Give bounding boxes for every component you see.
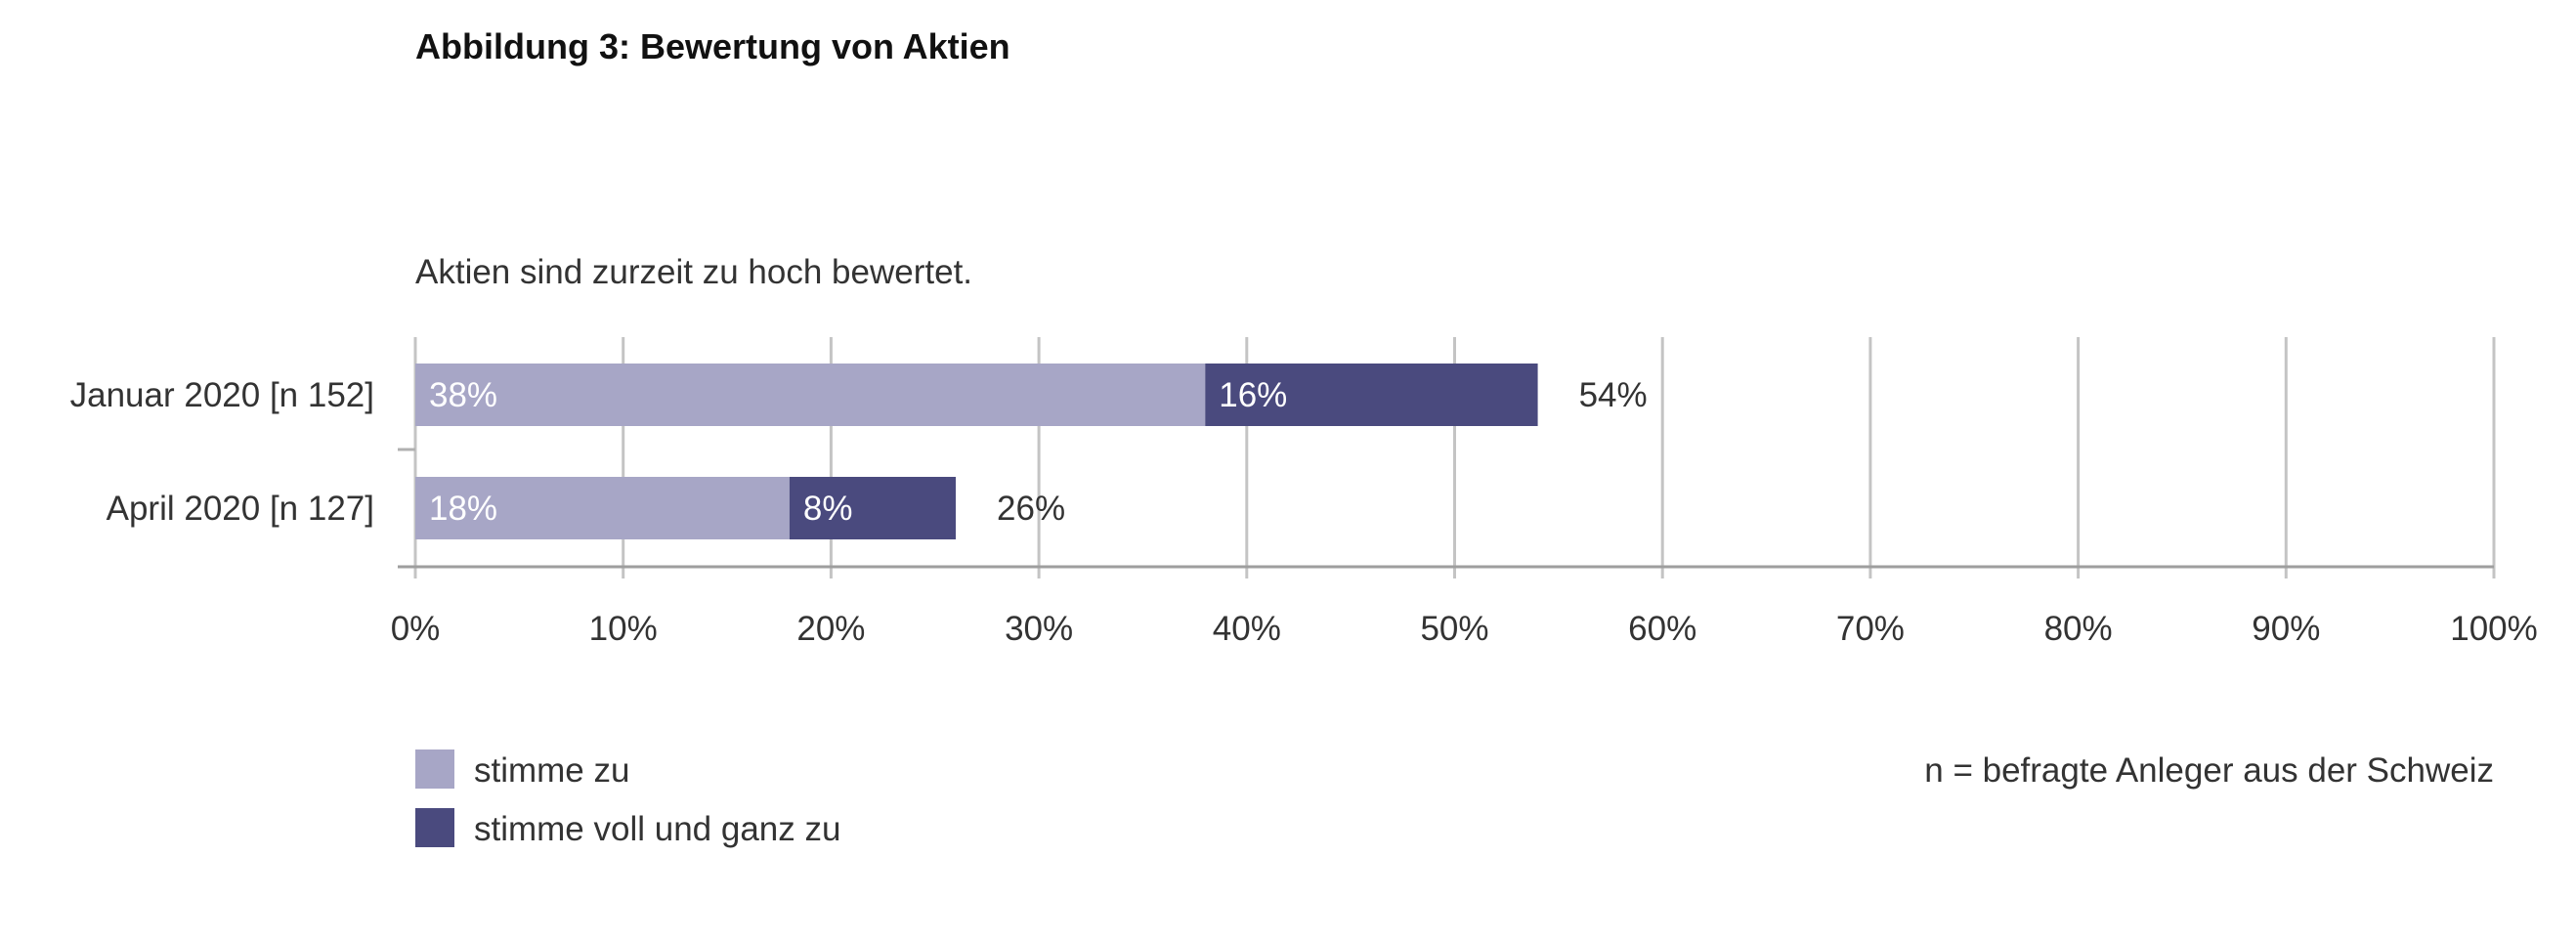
x-tick-label: 50% bbox=[1420, 610, 1488, 648]
legend: stimme zu stimme voll und ganz zu bbox=[415, 749, 840, 848]
bar-data-label: 38% bbox=[429, 376, 497, 414]
x-tick-label: 0% bbox=[391, 610, 441, 648]
bar-total-label: 26% bbox=[997, 490, 1065, 528]
x-tick-label: 10% bbox=[589, 610, 658, 648]
bars: 38% 16% 54% 18% 8% 26% bbox=[415, 364, 1648, 539]
bar-data-label: 8% bbox=[803, 490, 853, 528]
x-tick-label: 100% bbox=[2450, 610, 2538, 648]
legend-swatch-stimme-zu bbox=[415, 749, 454, 789]
legend-label-stimme-voll-und-ganz-zu: stimme voll und ganz zu bbox=[474, 810, 840, 848]
category-labels: Januar 2020 [n 152] April 2020 [n 127] bbox=[70, 376, 374, 528]
x-tick-label: 40% bbox=[1213, 610, 1281, 648]
x-tick-label: 70% bbox=[1836, 610, 1905, 648]
bar bbox=[789, 477, 957, 539]
legend-swatch-stimme-voll-und-ganz-zu bbox=[415, 808, 454, 847]
chart-subtitle: Aktien sind zurzeit zu hoch bewertet. bbox=[415, 253, 972, 291]
bar-data-label: 18% bbox=[429, 490, 497, 528]
x-tick-label: 30% bbox=[1005, 610, 1073, 648]
bar bbox=[415, 364, 1206, 426]
footnote: n = befragte Anleger aus der Schweiz bbox=[1924, 751, 2494, 790]
x-axis: 0% 10% 20% 30% 40% 50% 60% 70% 80% 90% 100% bbox=[391, 448, 2538, 648]
bar bbox=[1205, 364, 1538, 426]
x-tick-label: 80% bbox=[2044, 610, 2113, 648]
bar-data-label: 16% bbox=[1219, 376, 1287, 414]
x-tick-label: 90% bbox=[2252, 610, 2320, 648]
x-tick-label: 60% bbox=[1628, 610, 1696, 648]
bar-total-label: 54% bbox=[1579, 376, 1648, 414]
category-label: April 2020 [n 127] bbox=[107, 490, 374, 528]
x-tick-label: 20% bbox=[796, 610, 865, 648]
category-label: Januar 2020 [n 152] bbox=[70, 376, 374, 414]
legend-label-stimme-zu: stimme zu bbox=[474, 751, 629, 790]
bar bbox=[415, 477, 790, 539]
chart-title: Abbildung 3: Bewertung von Aktien bbox=[415, 26, 1010, 66]
